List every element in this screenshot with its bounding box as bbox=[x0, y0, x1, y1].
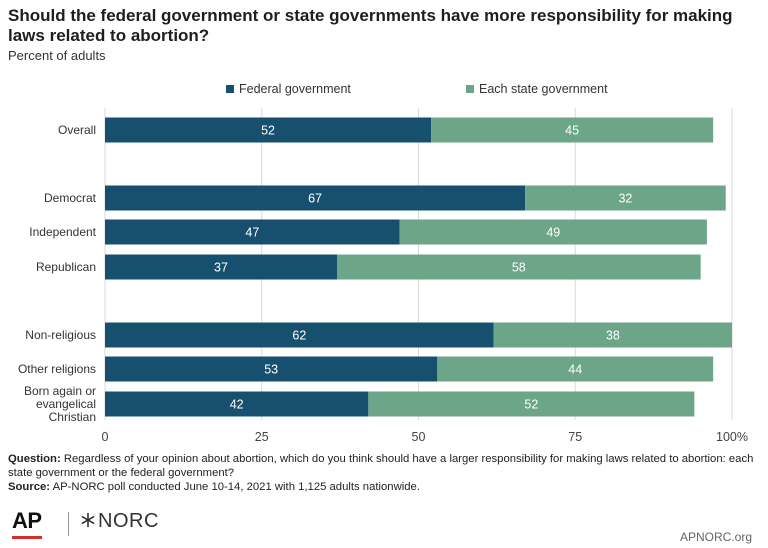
ap-logo-underline bbox=[12, 536, 42, 539]
data-label-state: 38 bbox=[606, 329, 620, 343]
category-label: Born again or evangelical Christian bbox=[24, 384, 96, 424]
data-label-state: 52 bbox=[524, 398, 538, 412]
bar-state bbox=[525, 185, 726, 211]
category-label: Non-religious bbox=[25, 328, 96, 342]
data-label-federal: 52 bbox=[261, 124, 275, 138]
data-label-state: 44 bbox=[568, 363, 582, 377]
question-label: Question: bbox=[8, 453, 61, 465]
x-tick-label: 0 bbox=[102, 430, 109, 444]
category-label: Republican bbox=[36, 260, 96, 274]
bar-federal bbox=[105, 356, 438, 382]
site-url: APNORC.org bbox=[679, 530, 752, 544]
x-tick-label: 75 bbox=[568, 430, 582, 444]
data-label-federal: 67 bbox=[308, 192, 322, 206]
question-note: Question: Regardless of your opinion abo… bbox=[8, 452, 760, 480]
category-label: Democrat bbox=[44, 191, 97, 205]
data-label-state: 58 bbox=[512, 261, 526, 275]
legend-label-federal: Federal government bbox=[239, 82, 351, 96]
ap-logo: AP bbox=[12, 508, 42, 533]
source-label: Source: bbox=[8, 481, 51, 493]
footnote: Question: Regardless of your opinion abo… bbox=[8, 452, 760, 494]
data-label-federal: 42 bbox=[230, 398, 244, 412]
legend-item-state: Each state government bbox=[466, 82, 608, 96]
legend-item-federal: Federal government bbox=[226, 82, 351, 96]
bar-state bbox=[336, 254, 701, 280]
norc-logo-text: NORC bbox=[98, 510, 159, 532]
data-label-federal: 47 bbox=[245, 226, 259, 240]
x-tick-label: 25 bbox=[255, 430, 269, 444]
norc-logo: NORC bbox=[80, 510, 159, 533]
bar-federal bbox=[105, 254, 337, 280]
chart-title: Should the federal government or state g… bbox=[8, 6, 733, 45]
data-label-state: 32 bbox=[618, 192, 632, 206]
x-tick-label: 100% bbox=[716, 430, 748, 444]
question-text: Regardless of your opinion about abortio… bbox=[8, 453, 754, 479]
legend-label-state: Each state government bbox=[479, 82, 608, 96]
category-label: Overall bbox=[58, 123, 96, 137]
bar-state bbox=[399, 219, 707, 245]
chart-subtitle: Percent of adults bbox=[8, 48, 106, 63]
category-label: Other religions bbox=[18, 362, 96, 376]
bar-chart: 0 25 50 75 100% 52 45 Overall 67 32 Democrat 47 49 In… bbox=[18, 108, 748, 444]
logo-row: AP NORC APNORC.org bbox=[8, 508, 760, 544]
bar-state bbox=[437, 356, 714, 382]
logo-divider bbox=[68, 512, 69, 536]
bar-state bbox=[368, 391, 695, 417]
legend: Federal government Each state government bbox=[0, 82, 768, 100]
legend-swatch-federal bbox=[226, 85, 234, 93]
bar-federal bbox=[105, 219, 400, 245]
x-tick-label: 50 bbox=[412, 430, 426, 444]
data-label-state: 49 bbox=[546, 226, 560, 240]
norc-star-icon bbox=[81, 512, 95, 528]
category-label: Independent bbox=[29, 225, 96, 239]
data-label-federal: 53 bbox=[264, 363, 278, 377]
bar-state bbox=[431, 117, 714, 143]
bar-state bbox=[493, 322, 732, 348]
bar-federal bbox=[105, 117, 432, 143]
source-text: AP-NORC poll conducted June 10-14, 2021 … bbox=[52, 481, 420, 493]
legend-swatch-state bbox=[466, 85, 474, 93]
bar-federal bbox=[105, 322, 494, 348]
bar-federal bbox=[105, 391, 369, 417]
source-note: Source: AP-NORC poll conducted June 10-1… bbox=[8, 480, 760, 494]
bar-federal bbox=[105, 185, 526, 211]
data-label-federal: 37 bbox=[214, 261, 228, 275]
data-label-federal: 62 bbox=[292, 329, 306, 343]
data-label-state: 45 bbox=[565, 124, 579, 138]
